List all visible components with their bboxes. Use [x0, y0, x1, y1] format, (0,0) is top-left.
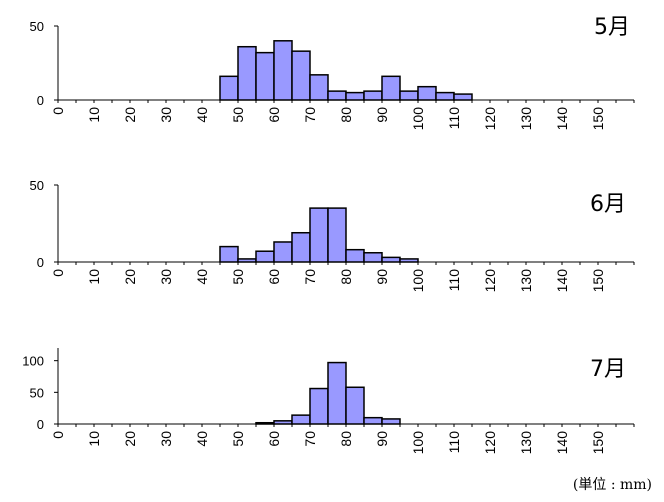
- bar: [309, 207, 329, 263]
- x-tick-label: 0: [50, 431, 66, 439]
- x-tick-label: 70: [302, 431, 318, 447]
- x-tick-label: 90: [374, 107, 390, 123]
- x-tick-label: 30: [158, 431, 174, 447]
- x-tick-label: 30: [158, 107, 174, 123]
- bar: [345, 386, 365, 425]
- x-tick-label: 70: [302, 107, 318, 123]
- x-tick-label: 60: [266, 431, 282, 447]
- bar: [255, 250, 275, 263]
- unit-note: (単位 : mm): [572, 477, 652, 493]
- x-tick-label: 150: [590, 107, 606, 131]
- x-tick-label: 90: [374, 269, 390, 285]
- bar: [273, 241, 293, 263]
- x-tick-label: 100: [410, 431, 426, 455]
- y-tick-label: 0: [37, 93, 44, 108]
- x-tick-label: 70: [302, 269, 318, 285]
- x-tick-label: 140: [554, 431, 570, 455]
- y-tick-label: 50: [30, 385, 44, 400]
- bar: [219, 245, 239, 263]
- x-tick-label: 0: [50, 269, 66, 277]
- x-tick-label: 110: [446, 269, 462, 292]
- bar: [219, 75, 239, 101]
- x-tick-label: 110: [446, 107, 462, 130]
- x-tick-label: 110: [446, 431, 462, 454]
- histogram-panel-1: 0 50 0 10 20 30 40 50 60 70 80 90 100 110 120 130 140 150…: [30, 15, 635, 131]
- x-tick-label: 100: [410, 107, 426, 131]
- x-tick-label: 20: [122, 431, 138, 447]
- x-tick-label: 60: [266, 269, 282, 285]
- bar: [363, 416, 383, 425]
- x-tick-label: 10: [86, 431, 102, 447]
- histogram-panel-3: 0 50 100 0 10 20 30 40 50 60 70 80 90 100 110 120 130 140…: [22, 348, 635, 455]
- bar: [273, 40, 293, 101]
- x-tick-label: 140: [554, 107, 570, 131]
- x-tick-label: 150: [590, 269, 606, 293]
- x-tick-label: 120: [482, 431, 498, 455]
- bar: [345, 248, 365, 263]
- x-tick-label: 10: [86, 107, 102, 123]
- bar: [309, 74, 329, 101]
- x-tick-label: 80: [338, 431, 354, 447]
- bar: [345, 91, 365, 101]
- panel-title: 6月: [590, 192, 626, 217]
- y-tick-label: 50: [30, 19, 44, 34]
- x-tick-label: 60: [266, 107, 282, 123]
- bar: [399, 90, 419, 101]
- bar: [327, 90, 347, 101]
- bar: [453, 93, 473, 101]
- bar: [291, 231, 311, 263]
- bar: [381, 418, 401, 425]
- y-tick-label: 0: [37, 417, 44, 432]
- x-tick-label: 130: [518, 431, 534, 455]
- x-tick-label: 80: [338, 269, 354, 285]
- x-tick-label: 130: [518, 269, 534, 293]
- x-tick-label: 80: [338, 107, 354, 123]
- x-tick-label: 100: [410, 269, 426, 293]
- bar: [417, 85, 437, 101]
- bar: [255, 51, 275, 101]
- panel-title: 5月: [594, 15, 630, 40]
- bar: [237, 45, 257, 101]
- y-tick-label: 100: [22, 354, 44, 369]
- y-tick-label: 50: [30, 178, 44, 193]
- bar: [291, 50, 311, 101]
- bar: [381, 75, 401, 101]
- x-tick-label: 120: [482, 269, 498, 293]
- bar: [381, 256, 401, 263]
- bar: [327, 207, 347, 263]
- histogram-panel-2: 0 50 0 10 20 30 40 50 60 70 80 90 100 110 120 130 140 150…: [30, 178, 635, 293]
- bar: [291, 414, 311, 425]
- x-tick-label: 40: [194, 431, 210, 447]
- x-tick-label: 30: [158, 269, 174, 285]
- x-tick-label: 150: [590, 431, 606, 455]
- x-tick-label: 40: [194, 107, 210, 123]
- x-tick-label: 140: [554, 269, 570, 293]
- x-tick-label: 20: [122, 269, 138, 285]
- y-tick-label: 0: [37, 255, 44, 270]
- x-tick-label: 90: [374, 431, 390, 447]
- x-tick-label: 10: [86, 269, 102, 285]
- x-tick-label: 130: [518, 107, 534, 131]
- x-tick-label: 20: [122, 107, 138, 123]
- bar: [327, 361, 347, 425]
- x-tick-label: 40: [194, 269, 210, 285]
- x-tick-label: 50: [230, 107, 246, 123]
- bar: [309, 387, 329, 425]
- bar: [363, 90, 383, 101]
- x-tick-label: 50: [230, 269, 246, 285]
- bar: [363, 252, 383, 263]
- panel-title: 7月: [590, 357, 626, 382]
- x-tick-label: 120: [482, 107, 498, 131]
- x-tick-label: 0: [50, 107, 66, 115]
- x-tick-label: 50: [230, 431, 246, 447]
- bar: [435, 91, 455, 101]
